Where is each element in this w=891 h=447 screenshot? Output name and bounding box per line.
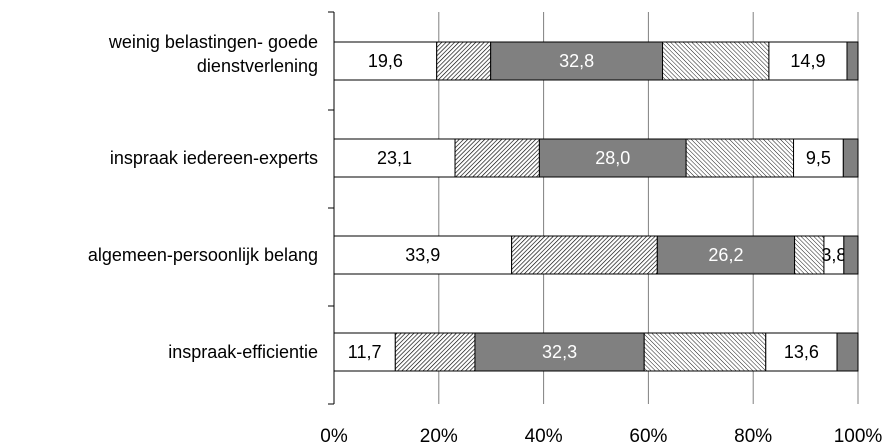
bar-segment bbox=[662, 41, 770, 81]
bar-segment bbox=[436, 41, 492, 81]
bar-segment bbox=[538, 138, 687, 178]
data-label: 11,7 bbox=[348, 342, 382, 362]
bar-segment bbox=[836, 332, 859, 372]
x-tick-label: 80% bbox=[734, 426, 772, 447]
bar-segment bbox=[511, 235, 658, 275]
category-label: weinig belastingen- goede dienstverlening bbox=[108, 32, 318, 76]
x-tick-label: 0% bbox=[320, 426, 348, 447]
bar-segment bbox=[643, 332, 767, 372]
bar-segment bbox=[843, 235, 859, 275]
bar-segment bbox=[333, 138, 456, 178]
x-tick-label: 20% bbox=[420, 426, 458, 447]
category-label-line: dienstverlening bbox=[197, 56, 318, 76]
x-tick-label: 100% bbox=[834, 426, 883, 447]
data-label: 14,9 bbox=[790, 51, 825, 71]
data-label: 26,2 bbox=[708, 245, 743, 265]
bar-segment bbox=[474, 332, 645, 372]
data-label: 3,8 bbox=[821, 245, 846, 265]
category-label-line: inspraak iedereen-experts bbox=[110, 148, 318, 168]
bar-segment bbox=[394, 332, 476, 372]
category-label-line: weinig belastingen- goede bbox=[108, 32, 318, 52]
bar-segment bbox=[333, 235, 513, 275]
bar-segment bbox=[454, 138, 540, 178]
bar-segment bbox=[793, 138, 844, 178]
bar-segment bbox=[842, 138, 859, 178]
bar-segment bbox=[794, 235, 825, 275]
category-label: algemeen-persoonlijk belang bbox=[88, 245, 318, 265]
data-label: 32,8 bbox=[559, 51, 594, 71]
category-label-line: inspraak-efficientie bbox=[168, 342, 318, 362]
data-label: 32,3 bbox=[542, 342, 577, 362]
data-label: 23,1 bbox=[377, 148, 412, 168]
data-label: 28,0 bbox=[595, 148, 630, 168]
data-label: 9,5 bbox=[806, 148, 831, 168]
category-label-line: algemeen-persoonlijk belang bbox=[88, 245, 318, 265]
category-label: inspraak-efficientie bbox=[168, 342, 318, 362]
data-label: 19,6 bbox=[368, 51, 403, 71]
bar-segment bbox=[490, 41, 664, 81]
category-label: inspraak iedereen-experts bbox=[110, 148, 318, 168]
bar-segment bbox=[846, 41, 859, 81]
bar-segment bbox=[685, 138, 795, 178]
bar-segment bbox=[765, 332, 838, 372]
bar-segment bbox=[333, 41, 438, 81]
x-tick-label: 60% bbox=[629, 426, 667, 447]
data-label: 33,9 bbox=[405, 245, 440, 265]
data-label: 13,6 bbox=[784, 342, 819, 362]
plot-area: 0% 20% 40% 60% 80% 100% 19,6 32,8 14,9 weinig bel… bbox=[88, 11, 883, 447]
x-tick-label: 40% bbox=[525, 426, 563, 447]
